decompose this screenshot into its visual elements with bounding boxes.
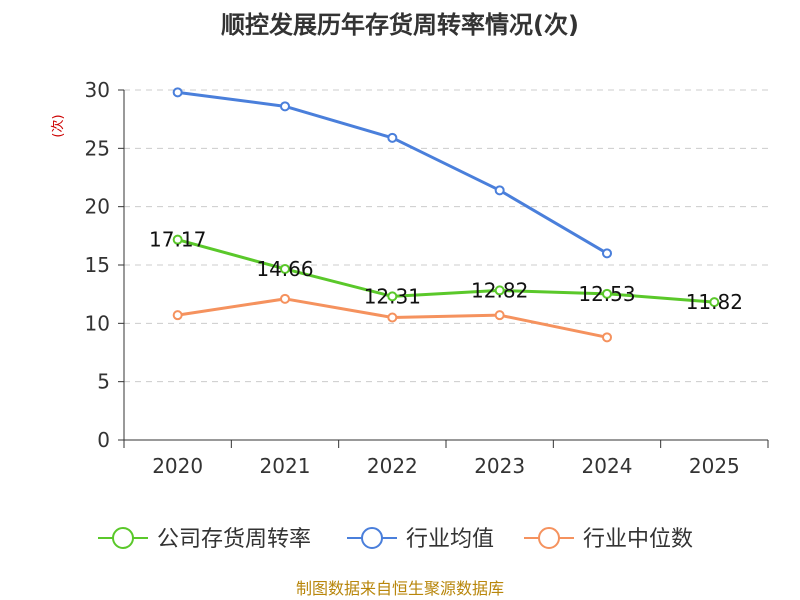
legend-label: 行业中位数 xyxy=(583,527,693,552)
legend-swatch-marker xyxy=(538,527,560,549)
series-1 xyxy=(172,87,612,259)
data-point xyxy=(172,310,183,321)
data-point xyxy=(494,310,505,321)
y-tick-label: 0 xyxy=(97,428,110,452)
x-tick-label: 2023 xyxy=(474,454,525,478)
data-source-note: 制图数据来自恒生聚源数据库 xyxy=(296,579,504,598)
data-point xyxy=(709,297,720,308)
x-tick-label: 2025 xyxy=(689,454,740,478)
data-point xyxy=(387,132,398,143)
data-label: 11.82 xyxy=(686,290,743,314)
y-axis-label: (次) xyxy=(50,114,66,137)
legend-swatch-marker xyxy=(361,527,383,549)
series-line xyxy=(177,90,608,255)
x-tick-label: 2024 xyxy=(582,454,633,478)
data-label: 14.66 xyxy=(256,257,313,281)
data-point xyxy=(602,332,612,343)
data-point xyxy=(172,234,183,245)
series-layer xyxy=(172,87,720,343)
data-label: 17.17 xyxy=(149,228,206,252)
y-tick-label: 5 xyxy=(97,370,110,394)
chart-title: 顺控发展历年存货周转率情况(次) xyxy=(221,11,579,39)
data-point xyxy=(602,288,612,299)
x-tick-label: 2021 xyxy=(260,454,311,478)
data-point xyxy=(387,291,398,302)
y-tick-label: 30 xyxy=(85,78,110,102)
x-tick-label: 2022 xyxy=(367,454,418,478)
legend-item-0[interactable]: 公司存货周转率 xyxy=(98,527,311,552)
grid-lines xyxy=(124,89,768,383)
series-2 xyxy=(172,293,612,343)
data-label: 12.31 xyxy=(364,284,421,308)
legend: 公司存货周转率 行业均值 行业中位数 xyxy=(98,527,693,552)
data-point xyxy=(280,101,290,112)
legend-swatch-marker xyxy=(112,527,134,549)
legend-label: 行业均值 xyxy=(406,527,494,552)
data-point xyxy=(494,285,505,296)
data-point xyxy=(280,263,290,274)
data-point xyxy=(602,248,612,259)
y-tick-label: 20 xyxy=(85,195,110,219)
series-line xyxy=(177,238,715,304)
data-point xyxy=(280,293,290,304)
data-label: 12.82 xyxy=(471,278,528,302)
legend-item-2[interactable]: 行业中位数 xyxy=(524,527,693,552)
data-point xyxy=(387,312,398,323)
legend-item-1[interactable]: 行业均值 xyxy=(347,527,494,552)
y-tick-label: 10 xyxy=(85,311,110,335)
legend-label: 公司存货周转率 xyxy=(157,527,311,552)
data-label: 12.53 xyxy=(578,282,635,306)
x-tick-label: 2020 xyxy=(152,454,203,478)
data-point xyxy=(172,87,183,98)
series-0 xyxy=(172,234,720,308)
y-tick-label: 25 xyxy=(85,136,110,160)
data-point xyxy=(494,185,505,196)
y-tick-label: 15 xyxy=(85,253,110,277)
data-labels: 17.17 14.66 12.31 12.82 12.53 11.82 xyxy=(149,228,743,314)
